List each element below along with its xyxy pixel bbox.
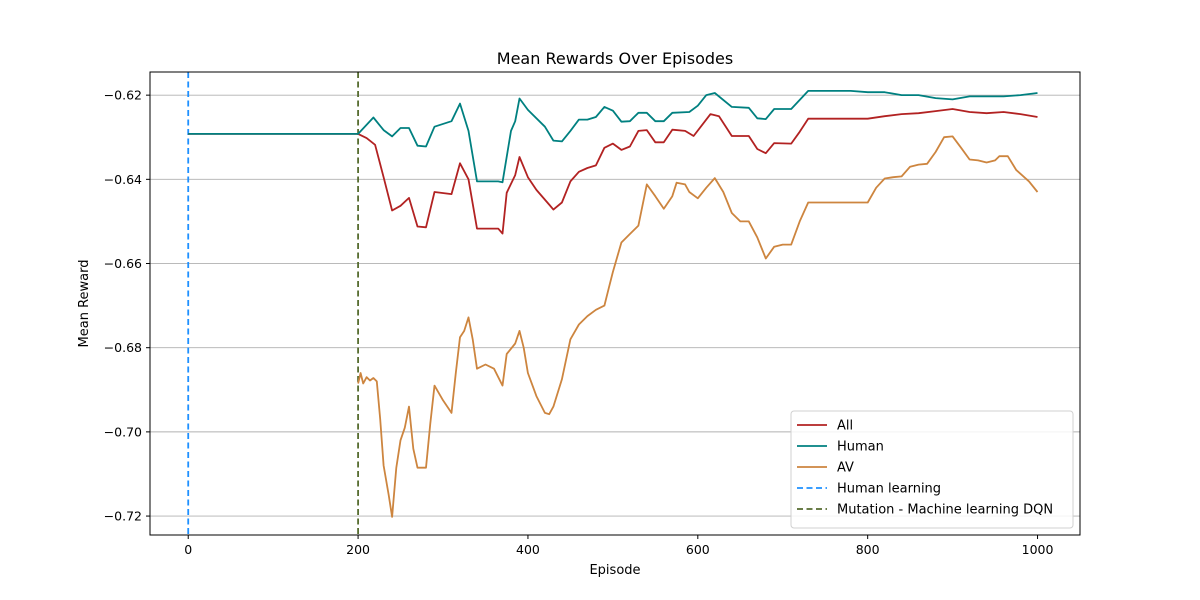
vertical-reference-lines (187, 72, 359, 535)
y-tick-label: −0.68 (104, 340, 142, 355)
series-line-av (357, 135, 1039, 518)
y-tick-label: −0.72 (104, 509, 142, 524)
x-tick-label: 600 (686, 542, 710, 557)
y-axis-ticks: −0.62 −0.64 −0.66 −0.68 −0.70 −0.72 (104, 88, 150, 524)
x-axis-title: Episode (589, 563, 640, 578)
chart-title: Mean Rewards Over Episodes (497, 49, 733, 68)
legend-box (790, 410, 1074, 529)
x-axis-ticks: 0 200 400 600 800 1000 (184, 535, 1053, 557)
series-line-human (188, 90, 1038, 184)
x-tick-label: 800 (856, 542, 880, 557)
legend: All Human AV Human learning Mutation - Machi… (790, 410, 1074, 529)
x-tick-label: 400 (516, 542, 540, 557)
legend-label-av: AV (837, 461, 854, 476)
legend-label-all: All (837, 419, 853, 434)
y-tick-label: −0.62 (104, 88, 142, 103)
legend-label-mutation-machine-learning-dqn: Mutation - Machine learning DQN (837, 503, 1053, 518)
x-tick-label: 1000 (1022, 542, 1054, 557)
y-axis-title: Mean Reward (77, 260, 92, 348)
y-tick-label: −0.70 (104, 424, 142, 439)
series-lines (188, 90, 1039, 518)
x-tick-label: 0 (184, 542, 192, 557)
x-tick-label: 200 (346, 542, 370, 557)
legend-label-human: Human (837, 440, 884, 455)
y-tick-label: −0.64 (104, 172, 142, 187)
series-line-all (188, 108, 1038, 235)
y-tick-label: −0.66 (104, 256, 142, 271)
plot-frame (149, 71, 1081, 536)
legend-label-human-learning: Human learning (837, 482, 941, 497)
